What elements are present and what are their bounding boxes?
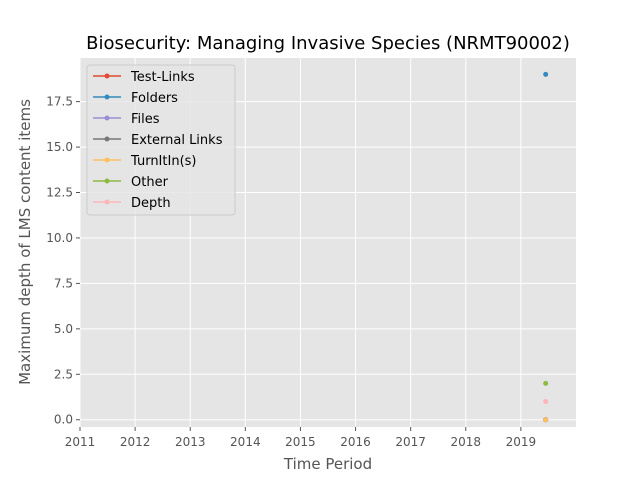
- y-tick-label: 7.5: [54, 276, 73, 290]
- data-point-folders: [543, 71, 549, 77]
- x-tick-label: 2016: [340, 435, 371, 449]
- legend-marker-test-links: [104, 73, 110, 79]
- y-tick-label: 5.0: [54, 322, 73, 336]
- data-point-depth: [543, 399, 549, 405]
- legend-marker-other: [104, 178, 110, 184]
- x-axis-label: Time Period: [283, 455, 372, 473]
- legend-label-turnitin-s: TurnItIn(s): [130, 154, 196, 169]
- x-tick-label: 2012: [120, 435, 151, 449]
- x-tick-label: 2017: [395, 435, 426, 449]
- y-tick-label: 10.0: [46, 231, 73, 245]
- x-tick-label: 2013: [175, 435, 206, 449]
- legend-label-depth: Depth: [131, 196, 171, 211]
- legend-label-folders: Folders: [131, 91, 178, 106]
- legend-marker-turnitin-s: [104, 157, 110, 163]
- x-tick-label: 2018: [451, 435, 482, 449]
- y-tick-label: 17.5: [46, 95, 73, 109]
- legend-marker-external-links: [104, 136, 110, 142]
- legend-marker-depth: [104, 199, 110, 205]
- legend-label-external-links: External Links: [131, 133, 223, 148]
- legend: Test-Links Folders Files External Links Turn…: [86, 64, 236, 216]
- x-tick-label: 2019: [506, 435, 537, 449]
- legend-frame: [86, 64, 236, 216]
- axis-ticks: 2011 2012 2013 2014 2015 2016 2017 2018 2019 0.0 2…: [46, 95, 536, 449]
- legend-marker-files: [104, 115, 110, 121]
- legend-marker-folders: [104, 94, 110, 100]
- legend-label-test-links: Test-Links: [130, 70, 195, 85]
- y-tick-label: 15.0: [46, 140, 73, 154]
- y-tick-label: 2.5: [54, 367, 73, 381]
- y-axis-label: Maximum depth of LMS content items: [16, 99, 34, 385]
- x-tick-label: 2014: [230, 435, 261, 449]
- y-tick-label: 12.5: [46, 186, 73, 200]
- data-point-other: [543, 380, 549, 386]
- chart-title: Biosecurity: Managing Invasive Species (…: [86, 33, 570, 54]
- x-tick-label: 2015: [285, 435, 316, 449]
- data-marks: [543, 71, 549, 423]
- y-tick-label: 0.0: [54, 413, 73, 427]
- x-tick-label: 2011: [65, 435, 96, 449]
- legend-label-other: Other: [131, 175, 169, 190]
- legend-label-files: Files: [131, 112, 160, 127]
- data-point-turnitin-s: [543, 417, 549, 423]
